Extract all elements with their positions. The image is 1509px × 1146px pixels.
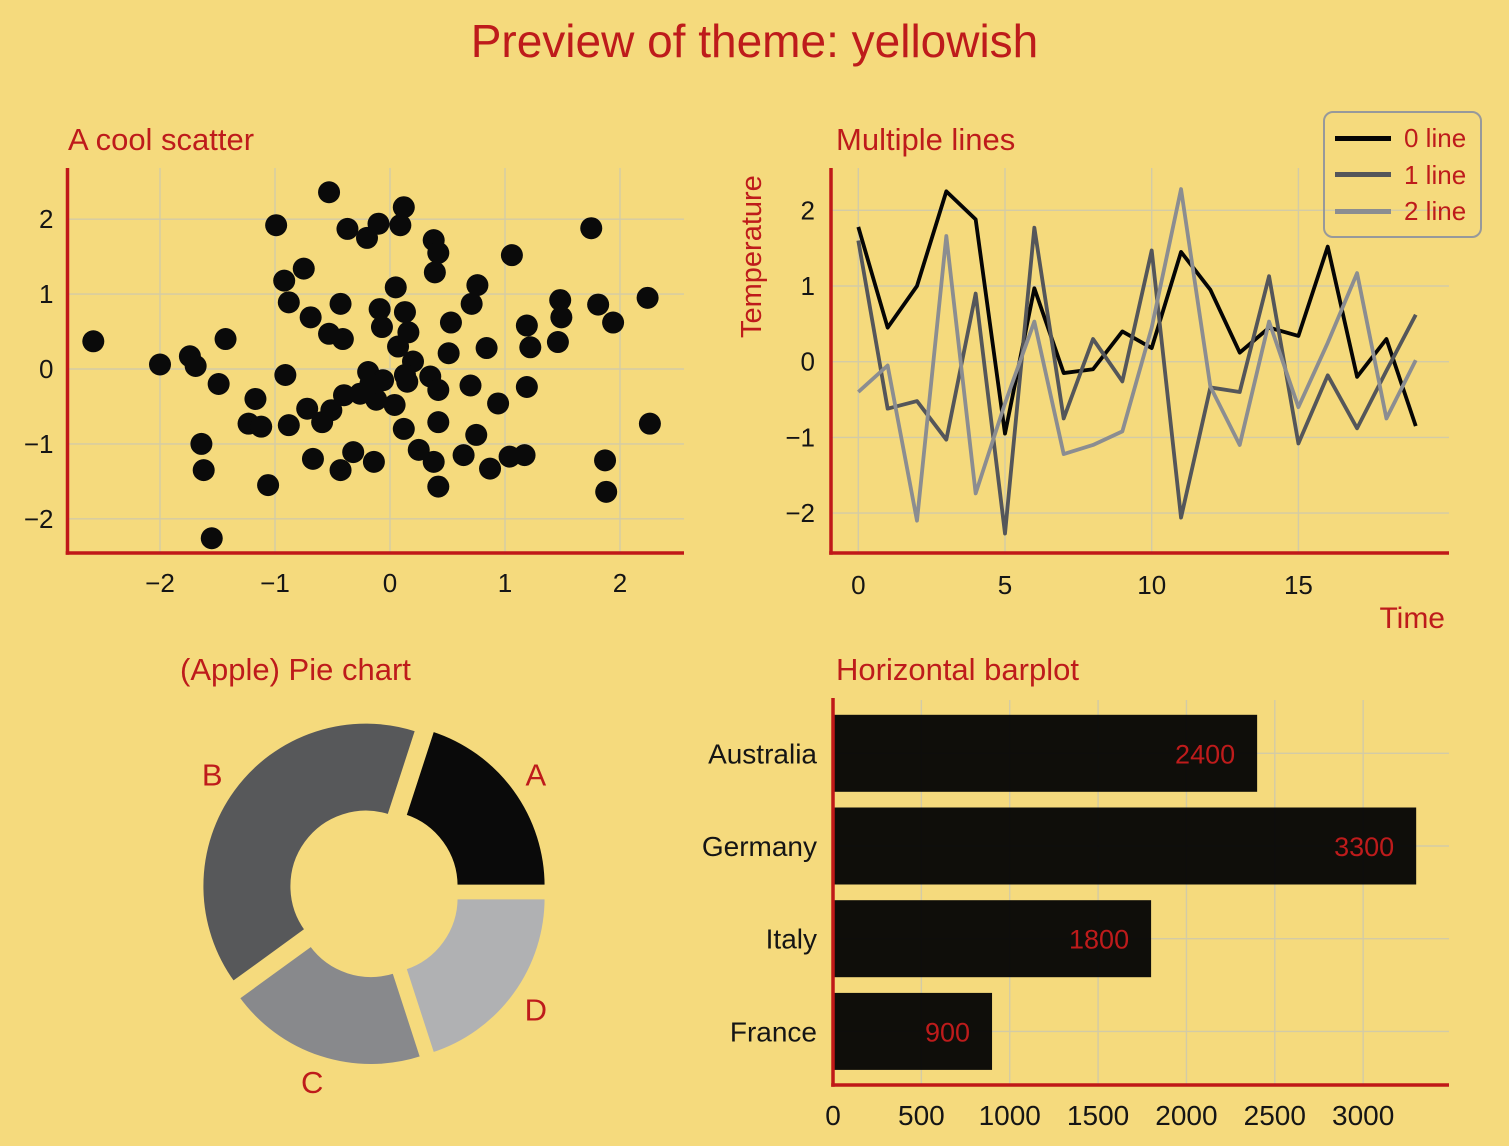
svg-text:2500: 2500 xyxy=(1244,1100,1306,1131)
svg-text:Australia: Australia xyxy=(708,738,817,769)
bar-chart-title: Horizontal barplot xyxy=(836,652,1079,687)
svg-text:1: 1 xyxy=(801,271,815,301)
legend-label: 2 line xyxy=(1404,196,1467,226)
svg-text:Italy: Italy xyxy=(766,924,817,955)
pie-slice-C xyxy=(236,942,424,1068)
svg-text:−1: −1 xyxy=(260,568,290,598)
legend-item-0: 0 line xyxy=(1335,125,1470,151)
svg-text:France: France xyxy=(730,1016,817,1047)
svg-text:1: 1 xyxy=(39,279,53,309)
line-legend: 0 line 1 line 2 line xyxy=(1323,111,1482,238)
pie-slice-B xyxy=(200,720,419,985)
x-axis-label-time: Time xyxy=(1379,602,1445,635)
svg-text:2: 2 xyxy=(39,204,53,234)
legend-label: 0 line xyxy=(1404,123,1467,153)
pie-slice-D xyxy=(403,896,548,1056)
pie-slice-A xyxy=(403,728,548,888)
svg-text:D: D xyxy=(525,993,547,1028)
svg-text:3300: 3300 xyxy=(1334,832,1394,862)
svg-text:5: 5 xyxy=(998,570,1012,600)
bar-France xyxy=(833,992,993,1070)
bar-Italy xyxy=(833,900,1152,978)
scatter-title: A cool scatter xyxy=(68,122,255,157)
svg-text:1000: 1000 xyxy=(979,1100,1041,1131)
svg-text:0: 0 xyxy=(801,347,815,377)
legend-label: 1 line xyxy=(1404,159,1467,190)
figure-title: Preview of theme: yellowish xyxy=(470,15,1039,67)
svg-text:−1: −1 xyxy=(24,429,54,459)
svg-text:10: 10 xyxy=(1137,570,1166,600)
svg-text:0: 0 xyxy=(825,1100,841,1131)
legend-item-1: 1 line xyxy=(1335,162,1470,188)
legend-line-swatch xyxy=(1335,208,1391,214)
legend-line-swatch xyxy=(1335,172,1391,177)
svg-text:2: 2 xyxy=(613,568,627,598)
svg-text:Germany: Germany xyxy=(702,831,817,862)
legend-item-2: 2 line xyxy=(1335,198,1470,224)
svg-text:3000: 3000 xyxy=(1332,1100,1394,1131)
svg-text:C: C xyxy=(301,1065,323,1100)
svg-text:−1: −1 xyxy=(785,422,815,452)
line-chart-title: Multiple lines xyxy=(836,122,1016,157)
svg-text:500: 500 xyxy=(898,1100,945,1131)
svg-text:1500: 1500 xyxy=(1067,1100,1129,1131)
pie-title: (Apple) Pie chart xyxy=(180,652,411,687)
svg-text:900: 900 xyxy=(925,1017,970,1047)
bar-Germany xyxy=(833,807,1417,885)
svg-text:2400: 2400 xyxy=(1175,739,1235,769)
svg-text:1800: 1800 xyxy=(1069,925,1129,955)
svg-text:−2: −2 xyxy=(145,568,175,598)
svg-text:15: 15 xyxy=(1284,570,1313,600)
svg-text:B: B xyxy=(202,757,223,792)
legend-line-swatch xyxy=(1335,135,1391,141)
svg-text:A: A xyxy=(525,757,546,792)
svg-text:2000: 2000 xyxy=(1155,1100,1217,1131)
y-axis-label-temperature: Temperature xyxy=(736,175,768,339)
svg-text:0: 0 xyxy=(851,570,865,600)
svg-text:2: 2 xyxy=(801,195,815,225)
svg-text:0: 0 xyxy=(39,354,53,384)
svg-text:−2: −2 xyxy=(24,504,54,534)
svg-text:−2: −2 xyxy=(785,498,815,528)
svg-text:0: 0 xyxy=(383,568,397,598)
svg-text:1: 1 xyxy=(498,568,512,598)
bar-Australia xyxy=(833,714,1258,792)
